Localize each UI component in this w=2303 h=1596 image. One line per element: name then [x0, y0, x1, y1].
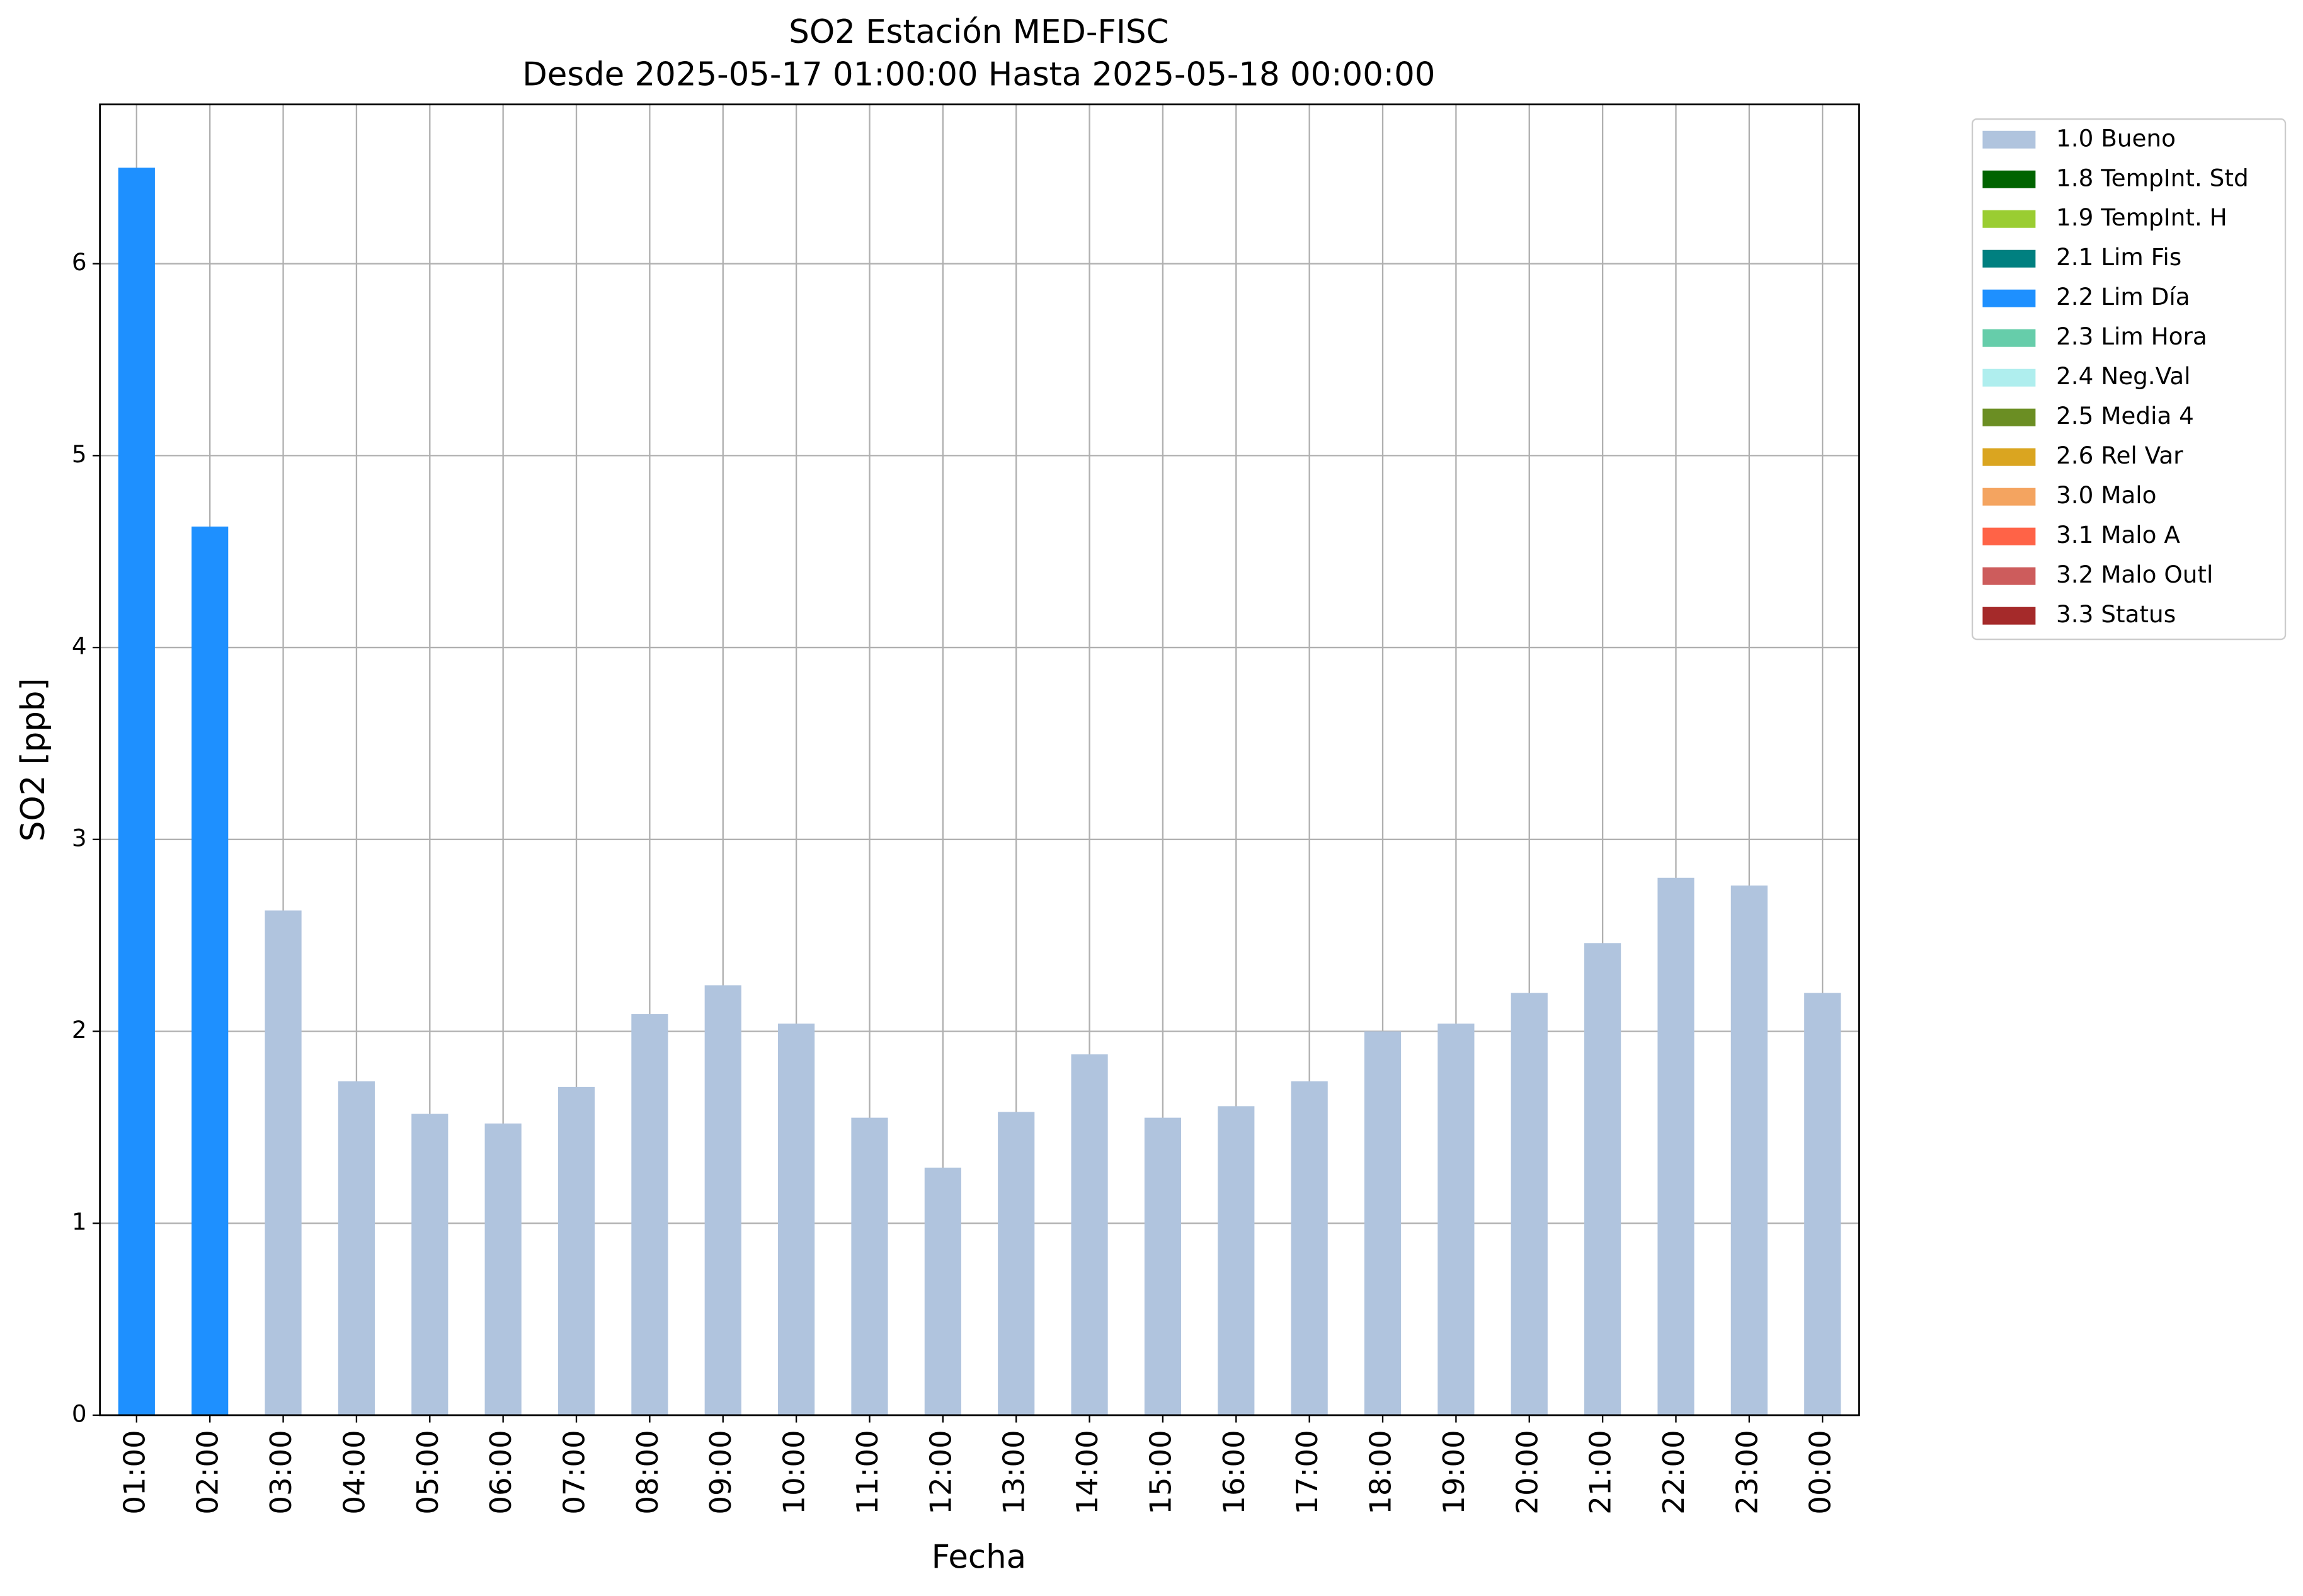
x-tick-label: 02:00	[191, 1430, 226, 1514]
x-tick-label: 19:00	[1437, 1430, 1472, 1514]
bar	[1364, 1031, 1402, 1415]
legend-label: 1.9 TempInt. H	[2056, 203, 2227, 231]
y-tick-label: 5	[72, 440, 87, 468]
legend-label: 2.1 Lim Fis	[2056, 243, 2181, 271]
legend-label: 3.1 Malo A	[2056, 521, 2180, 549]
legend-label: 2.5 Media 4	[2056, 402, 2194, 430]
legend-label: 2.2 Lim Día	[2056, 283, 2190, 311]
x-tick-label: 20:00	[1511, 1430, 1545, 1514]
bar	[557, 1086, 595, 1415]
legend-label: 3.3 Status	[2056, 600, 2176, 628]
bar	[778, 1023, 815, 1415]
bar	[265, 910, 302, 1415]
x-tick-label: 05:00	[411, 1430, 445, 1514]
legend-frame	[1971, 118, 2287, 641]
x-tick-label: 18:00	[1364, 1430, 1398, 1514]
legend-label: 3.2 Malo Outl	[2056, 561, 2213, 588]
legend-label: 2.4 Neg.Val	[2056, 362, 2190, 390]
legend-swatch	[1982, 487, 2036, 506]
bar	[631, 1014, 668, 1415]
chart-subtitle: Desde 2025-05-17 01:00:00 Hasta 2025-05-…	[522, 55, 1435, 93]
bar	[851, 1117, 888, 1415]
legend-swatch	[1982, 408, 2036, 426]
x-tick-label: 00:00	[1804, 1430, 1838, 1514]
bar	[924, 1167, 961, 1415]
x-tick-label: 17:00	[1291, 1430, 1325, 1514]
x-tick-label: 16:00	[1218, 1430, 1252, 1514]
legend-swatch	[1982, 368, 2036, 387]
chart-title: SO2 Estación MED-FISC	[789, 13, 1169, 51]
bar	[484, 1123, 522, 1415]
x-tick-label: 13:00	[998, 1430, 1032, 1514]
legend-swatch	[1982, 607, 2036, 625]
bar	[338, 1081, 375, 1415]
x-tick-label: 08:00	[631, 1430, 665, 1514]
y-tick-label: 0	[72, 1399, 87, 1427]
bar	[704, 985, 741, 1415]
bar	[191, 527, 229, 1415]
x-tick-label: 15:00	[1144, 1430, 1178, 1514]
x-tick-label: 12:00	[924, 1430, 958, 1514]
y-axis-label: SO2 [ppb]	[14, 678, 52, 842]
legend-swatch	[1982, 448, 2036, 466]
legend: 1.0 Bueno 1.8 TempInt. Std 1.9 TempInt. H 2…	[1982, 124, 2249, 628]
legend-swatch	[1982, 210, 2036, 228]
x-tick-label: 07:00	[558, 1430, 592, 1514]
x-tick-label: 10:00	[778, 1430, 812, 1514]
legend-label: 2.3 Lim Hora	[2056, 322, 2207, 350]
bar	[411, 1114, 449, 1415]
legend-label: 1.0 Bueno	[2056, 124, 2176, 152]
axes-frame	[99, 103, 1860, 1416]
x-tick-label: 11:00	[851, 1430, 885, 1514]
x-tick-label: 04:00	[338, 1430, 372, 1514]
y-tick-label: 4	[72, 632, 87, 660]
x-tick-label: 22:00	[1657, 1430, 1691, 1514]
bar	[1730, 885, 1768, 1415]
bar	[1657, 877, 1694, 1415]
y-tick-label: 6	[72, 248, 87, 276]
bar	[998, 1112, 1035, 1415]
y-tick-label: 1	[72, 1208, 87, 1236]
y-tick-label: 2	[72, 1016, 87, 1044]
legend-swatch	[1982, 130, 2036, 149]
bar	[1218, 1106, 1255, 1415]
x-tick-label: 01:00	[118, 1430, 152, 1514]
x-tick-label: 03:00	[265, 1430, 299, 1514]
legend-swatch	[1982, 567, 2036, 585]
x-tick-label: 23:00	[1730, 1430, 1764, 1514]
legend-label: 2.6 Rel Var	[2056, 442, 2183, 469]
bar	[1437, 1023, 1475, 1415]
y-tick-label: 3	[72, 824, 87, 852]
bar	[1511, 993, 1548, 1415]
legend-label: 3.0 Malo	[2056, 481, 2156, 509]
legend-swatch	[1982, 289, 2036, 307]
legend-swatch	[1982, 329, 2036, 347]
bar	[1584, 943, 1621, 1415]
x-tick-label: 14:00	[1071, 1430, 1105, 1514]
legend-label: 1.8 TempInt. Std	[2056, 164, 2249, 191]
legend-swatch	[1982, 249, 2036, 268]
x-tick-label: 21:00	[1584, 1430, 1618, 1514]
ticks: 0 1 2 3 4 5 6 01:00 02:00 03:00 04:00 05:00 06:00 07:…	[72, 248, 1838, 1515]
x-axis-label: Fecha	[932, 1539, 1026, 1576]
legend-swatch	[1982, 170, 2036, 188]
x-tick-label: 06:00	[484, 1430, 518, 1514]
legend-swatch	[1982, 527, 2036, 545]
bar	[1804, 993, 1841, 1415]
bar	[1291, 1081, 1328, 1415]
bars	[118, 168, 1841, 1415]
bar	[1071, 1054, 1108, 1415]
bar	[118, 168, 155, 1415]
x-tick-label: 09:00	[704, 1430, 738, 1514]
bar	[1144, 1117, 1182, 1415]
